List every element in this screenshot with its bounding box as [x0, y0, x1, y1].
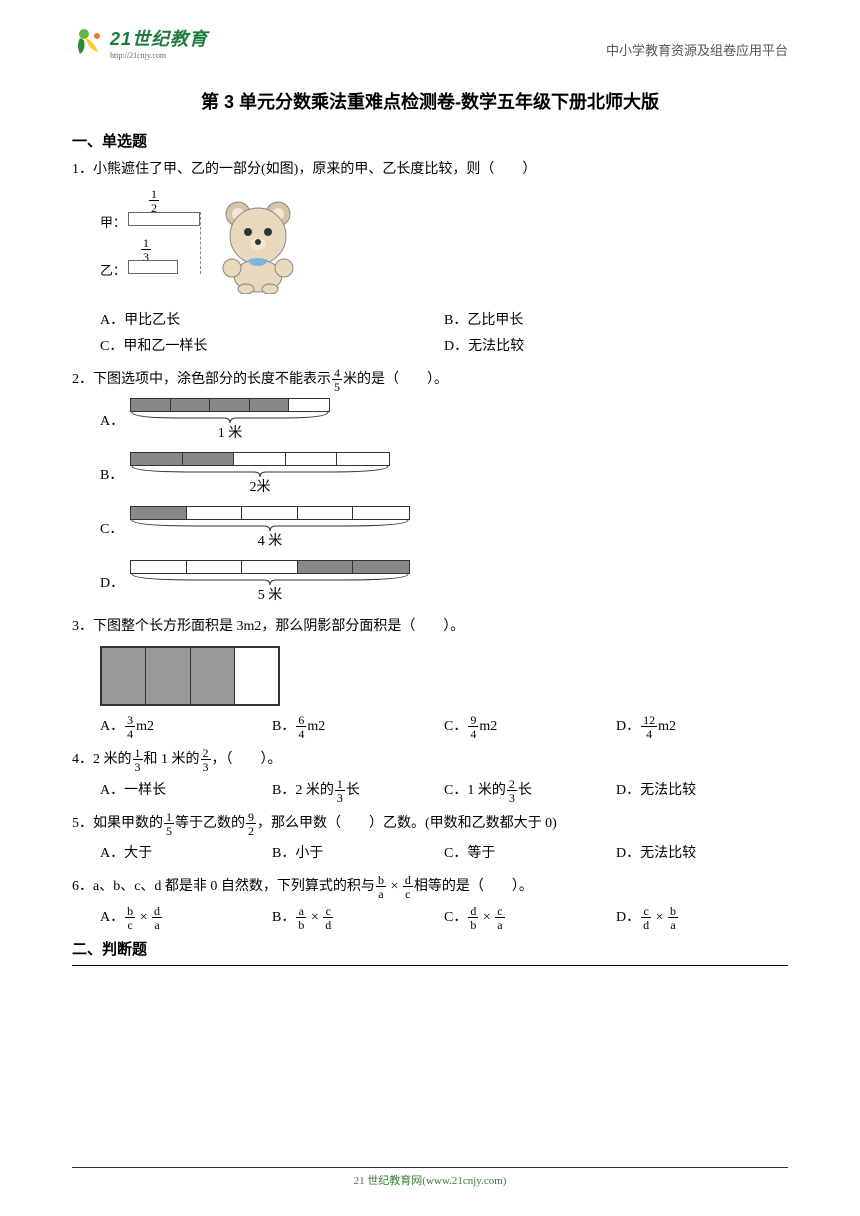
q3-cell — [146, 648, 190, 704]
q2-option-d: D． 5 米 — [72, 560, 788, 604]
q4-opt-a: A．一样长 — [100, 778, 272, 805]
logo-icon — [72, 26, 106, 60]
q6-opt-a: A．bc × da — [100, 905, 272, 932]
q1-bar-jia — [128, 212, 200, 226]
q6-opt-d: D．cd × ba — [616, 905, 788, 932]
q1-dashline — [200, 212, 201, 274]
section-divider — [72, 965, 788, 966]
q6-pre: 6．a、b、c、d 都是非 0 自然数，下列算式的积与 — [72, 879, 375, 894]
q3-cell — [102, 648, 146, 704]
question-5: 5．如果甲数的15等于乙数的92，那么甲数（ ）乙数。(甲数和乙数都大于 0) — [72, 811, 788, 838]
q2-length-label-c: 4 米 — [258, 530, 283, 550]
logo-area: 21世纪教育 http://21cnjy.com — [72, 25, 208, 60]
page-footer: 21 世纪教育网(www.21cnjy.com) — [72, 1167, 788, 1188]
q3-cell — [235, 648, 278, 704]
q6-post: 相等的是（ ）。 — [414, 879, 533, 894]
q2-opt-label-b: B． — [100, 464, 130, 484]
q2-opt-label-d: D． — [100, 572, 130, 592]
q2-frac-den: 5 — [332, 380, 342, 393]
q2-opt-label-c: C． — [100, 518, 130, 538]
logo-main-text: 21世纪教育 — [110, 25, 208, 51]
q1-bar-yi — [128, 260, 178, 274]
content-area: 第 3 单元分数乘法重难点检测卷-数学五年级下册北师大版 一、单选题 1．小熊遮… — [0, 70, 860, 966]
q5-post: ，那么甲数（ ）乙数。(甲数和乙数都大于 0) — [257, 816, 557, 831]
question-3: 3．下图整个长方形面积是 3m2，那么阴影部分面积是（ ）。 — [72, 614, 788, 641]
q3-cell — [191, 648, 235, 704]
q2-bars-container: A． 1 米 B． 2米 C． 4 米 D． 5 米 — [72, 398, 788, 604]
q1-options: A．甲比乙长 B．乙比甲长 C．甲和乙一样长 D．无法比较 — [72, 308, 788, 361]
q2-length-label-a: 1 米 — [218, 422, 243, 442]
q3-opt-b: B．64m2 — [272, 714, 444, 741]
q3-rectangle — [100, 646, 280, 706]
q1-opt-c: C．甲和乙一样长 — [100, 334, 444, 361]
q3-figure — [72, 646, 788, 706]
q4-opt-d: D．无法比较 — [616, 778, 788, 805]
q1-frac2-num: 1 — [141, 237, 151, 250]
q5-opt-c: C．等于 — [444, 841, 616, 868]
q2-option-b: B． 2米 — [72, 452, 788, 496]
q6-opt-c: C．db × ca — [444, 905, 616, 932]
q4-options: A．一样长 B．2 米的13长 C．1 米的23长 D．无法比较 — [72, 778, 788, 805]
q3-text: 3．下图整个长方形面积是 3m2，那么阴影部分面积是（ ）。 — [72, 619, 464, 634]
section-2-header: 二、判断题 — [72, 938, 788, 959]
q5-opt-d: D．无法比较 — [616, 841, 788, 868]
page-header: 21世纪教育 http://21cnjy.com 中小学教育资源及组卷应用平台 — [0, 0, 860, 70]
q1-text: 1．小熊遮住了甲、乙的一部分(如图)，原来的甲、乙长度比较，则（ ） — [72, 162, 536, 177]
q5-opt-b: B．小于 — [272, 841, 444, 868]
q6-opt-b: B．ab × cd — [272, 905, 444, 932]
q4-pre: 4．2 米的 — [72, 752, 132, 767]
question-6: 6．a、b、c、d 都是非 0 自然数，下列算式的积与ba × dc相等的是（ … — [72, 874, 788, 901]
q4-mid: 和 1 米的 — [144, 752, 200, 767]
q4-opt-b: B．2 米的13长 — [272, 778, 444, 805]
q1-yi-label: 乙： — [100, 260, 126, 279]
q2-length-label-d: 5 米 — [258, 584, 283, 604]
section-1-header: 一、单选题 — [72, 130, 788, 151]
q1-opt-a: A．甲比乙长 — [100, 308, 444, 335]
q3-opt-c: C．94m2 — [444, 714, 616, 741]
question-4: 4．2 米的13和 1 米的23，（ ）。 — [72, 747, 788, 774]
q5-options: A．大于 B．小于 C．等于 D．无法比较 — [72, 841, 788, 868]
q2-option-c: C． 4 米 — [72, 506, 788, 550]
q2-option-a: A． 1 米 — [72, 398, 788, 442]
q2-text-pre: 2．下图选项中，涂色部分的长度不能表示 — [72, 372, 331, 387]
footer-line — [72, 1167, 788, 1168]
q3-opt-d: D．124m2 — [616, 714, 788, 741]
q5-mid: 等于乙数的 — [175, 816, 245, 831]
question-2: 2．下图选项中，涂色部分的长度不能表示45米的是（ ）。 — [72, 367, 788, 394]
q3-opt-a: A．34m2 — [100, 714, 272, 741]
footer-text: 21 世纪教育网(www.21cnjy.com) — [72, 1172, 788, 1188]
q1-figure: 12 甲： 13 乙： — [72, 190, 788, 300]
q4-post: ，（ ）。 — [212, 752, 282, 767]
q2-text-post: 米的是（ ）。 — [343, 372, 448, 387]
bear-icon — [208, 194, 318, 294]
logo-text: 21世纪教育 http://21cnjy.com — [110, 25, 208, 60]
q1-frac1-num: 1 — [149, 188, 159, 201]
q5-opt-a: A．大于 — [100, 841, 272, 868]
q6-options: A．bc × da B．ab × cd C．db × ca D．cd × ba — [72, 905, 788, 932]
q2-length-label-b: 2米 — [250, 476, 271, 496]
header-right-text: 中小学教育资源及组卷应用平台 — [606, 25, 788, 59]
logo-sub-text: http://21cnjy.com — [110, 51, 208, 60]
question-1: 1．小熊遮住了甲、乙的一部分(如图)，原来的甲、乙长度比较，则（ ） — [72, 157, 788, 184]
q2-frac-num: 4 — [332, 367, 342, 380]
q5-pre: 5．如果甲数的 — [72, 816, 163, 831]
q1-opt-d: D．无法比较 — [444, 334, 788, 361]
q3-options: A．34m2 B．64m2 C．94m2 D．124m2 — [72, 714, 788, 741]
page-title: 第 3 单元分数乘法重难点检测卷-数学五年级下册北师大版 — [72, 88, 788, 114]
q2-opt-label-a: A． — [100, 410, 130, 430]
q1-opt-b: B．乙比甲长 — [444, 308, 788, 335]
q4-opt-c: C．1 米的23长 — [444, 778, 616, 805]
q1-jia-label: 甲： — [100, 212, 126, 231]
